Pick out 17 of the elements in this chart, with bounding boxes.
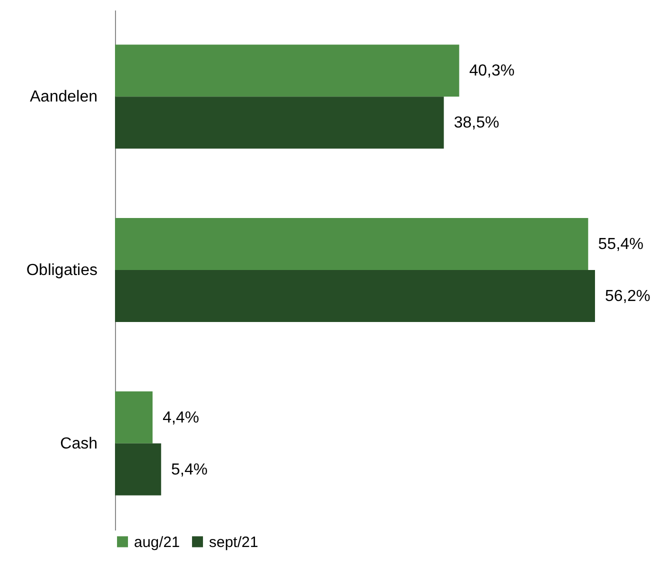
y-tick-label: Aandelen: [30, 88, 98, 106]
bar: [115, 443, 162, 496]
legend-label: sept/21: [209, 534, 258, 551]
bar: [115, 44, 460, 97]
bar: [115, 218, 588, 270]
data-label: 40,3%: [469, 62, 515, 80]
legend-label: aug/21: [134, 534, 180, 551]
y-tick-label: Obligaties: [26, 262, 98, 279]
data-label: 55,4%: [598, 236, 644, 253]
data-label: 4,4%: [162, 409, 200, 426]
bar: [115, 270, 595, 322]
y-tick-label: Cash: [60, 435, 98, 452]
bar: [115, 391, 153, 444]
bar: [115, 96, 444, 149]
data-label: 5,4%: [171, 461, 208, 478]
data-label: 38,5%: [454, 114, 500, 132]
data-label: 56,2%: [605, 288, 650, 305]
